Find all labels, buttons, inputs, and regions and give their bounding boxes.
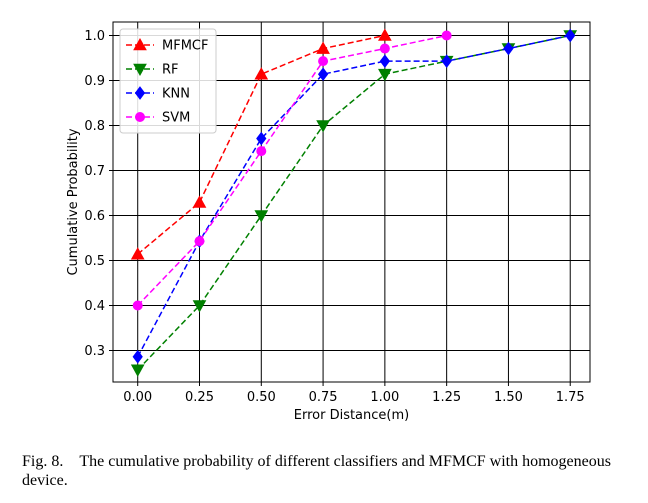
data-point-rf: [130, 364, 145, 377]
legend-entry-rf: RF: [126, 63, 179, 78]
data-point-svm: [379, 43, 390, 54]
data-point-svm: [256, 146, 267, 157]
data-point-rf: [192, 300, 207, 313]
x-tick-label: 0.50: [247, 390, 276, 405]
data-point-rf: [254, 210, 269, 223]
series-mfmcf: [130, 28, 392, 260]
series-line-mfmcf: [137, 34, 386, 255]
data-point-rf: [378, 68, 392, 82]
y-tick-label: 0.5: [84, 254, 105, 269]
legend-marker-svm: [135, 112, 145, 122]
x-tick-label: 0.75: [309, 390, 338, 405]
plot-frame: [112, 21, 591, 383]
grid: [113, 22, 590, 382]
y-tick-label: 1.0: [84, 29, 105, 44]
data-point-knn: [503, 41, 514, 56]
y-tick-label: 0.4: [84, 299, 105, 314]
data-point-svm: [194, 236, 205, 247]
y-tick-label: 0.8: [84, 119, 105, 134]
data-point-knn: [565, 28, 576, 43]
data-point-svm: [132, 300, 143, 311]
series-line-rf: [137, 34, 571, 371]
data-point-mfmcf: [378, 28, 392, 41]
data-point-mfmcf: [130, 247, 145, 260]
y-tick-label: 0.3: [84, 344, 105, 359]
series-svm: [132, 30, 452, 311]
x-tick-label: 0.25: [185, 390, 214, 405]
x-tick-label: 1.00: [370, 390, 399, 405]
series-line-knn: [137, 34, 571, 358]
legend: MFMCF RF KNN SVM: [119, 28, 217, 134]
legend-marker-knn: [134, 86, 146, 100]
x-tick-label: 1.50: [494, 390, 523, 405]
data-point-rf: [316, 120, 330, 133]
x-tick-label: 1.75: [556, 390, 585, 405]
y-tick-label: 0.9: [84, 74, 105, 89]
data-point-mfmcf: [192, 195, 207, 208]
chart: 0.00 0.25 0.50 0.75 1.00 1.25 1.50 1.75 0.3 0.4 0.…: [66, 21, 591, 423]
legend-marker-rf: [133, 63, 147, 77]
legend-box: [119, 28, 217, 134]
data-point-svm: [441, 30, 452, 41]
data-point-knn: [379, 54, 390, 68]
y-axis-title: Cumulative Probability: [66, 128, 81, 275]
legend-label-knn: KNN: [162, 87, 190, 102]
legend-entry-mfmcf: MFMCF: [126, 37, 208, 54]
series-line-svm: [137, 34, 447, 307]
data-point-mfmcf: [316, 41, 330, 54]
legend-label-rf: RF: [162, 63, 179, 78]
data-point-knn: [441, 54, 452, 68]
data-point-svm: [318, 56, 329, 67]
legend-entry-knn: KNN: [126, 86, 190, 102]
legend-label-mfmcf: MFMCF: [162, 39, 208, 54]
x-axis-title: Error Distance(m): [294, 408, 409, 423]
ticks: 0.00 0.25 0.50 0.75 1.00 1.25 1.50 1.75 0.3 0.4 0.…: [84, 29, 584, 405]
legend-entry-svm: SVM: [126, 111, 190, 126]
figure-caption: Fig. 8. The cumulative probability of di…: [22, 453, 611, 489]
legend-marker-mfmcf: [133, 37, 147, 51]
series-layer: [130, 28, 578, 377]
data-point-knn: [317, 67, 329, 82]
data-point-knn: [256, 131, 267, 146]
y-tick-label: 0.6: [84, 209, 105, 224]
legend-label-svm: SVM: [162, 111, 190, 126]
data-point-knn: [132, 349, 143, 364]
y-tick-label: 0.7: [84, 164, 105, 179]
x-tick-label: 1.25: [432, 390, 461, 405]
x-tick-label: 0.00: [123, 390, 152, 405]
data-point-mfmcf: [254, 67, 269, 80]
